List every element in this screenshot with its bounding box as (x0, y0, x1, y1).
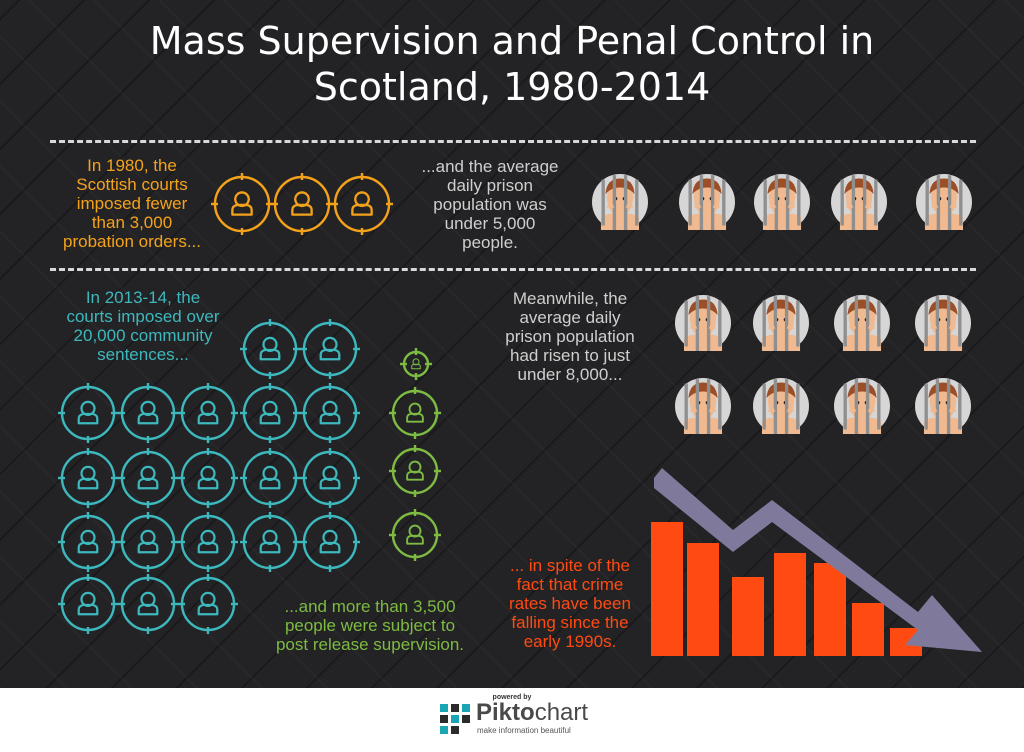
text-line: falling since the (511, 613, 629, 632)
person-icon-community-sentence (58, 512, 118, 572)
text-line: prison population (505, 327, 635, 346)
prisoner-icon-1980 (677, 172, 737, 232)
text-line: rates have been (509, 594, 631, 613)
text-line: probation orders... (63, 232, 201, 251)
prisoner-icon-1980 (590, 172, 650, 232)
person-icon-community-sentence (178, 574, 238, 634)
person-icon-post-release (389, 387, 441, 439)
text-line: In 1980, the (87, 156, 177, 175)
text-line: ...and more than 3,500 (284, 597, 456, 616)
text-line: daily prison (447, 176, 533, 195)
person-icon-community-sentence (118, 448, 178, 508)
person-icon-community-sentence (300, 383, 360, 443)
piktochart-brand[interactable]: Piktochart (476, 700, 588, 726)
brand-part-2: chart (534, 699, 589, 726)
prisoner-icon-1980 (914, 172, 974, 232)
text-line: early 1990s. (523, 632, 617, 651)
text-line: Scottish courts (76, 175, 188, 194)
text-line: had risen to just (509, 346, 630, 365)
text-1980-prison: ...and the average daily prison populati… (400, 157, 580, 252)
crime-trend-bar (852, 603, 884, 656)
person-icon-community-sentence (58, 574, 118, 634)
dashed-divider-top (50, 140, 976, 143)
text-line: imposed fewer (76, 194, 188, 213)
text-line: people were subject to (284, 616, 456, 635)
icon-layer (58, 172, 982, 656)
prisoner-icon-2013 (913, 293, 973, 353)
person-icon-community-sentence (58, 448, 118, 508)
person-icon-community-sentence (300, 319, 360, 379)
brand-tagline: make information beautiful (477, 726, 571, 735)
person-icon-community-sentence (240, 383, 300, 443)
person-icon-1980 (331, 173, 393, 235)
person-icon-community-sentence (240, 512, 300, 572)
prisoner-icon-2013 (832, 293, 892, 353)
dashed-divider-middle (50, 268, 976, 271)
person-icon-community-sentence (178, 512, 238, 572)
crime-trend-bar (687, 543, 719, 656)
person-icon-community-sentence (58, 383, 118, 443)
prisoner-icon-2013 (751, 293, 811, 353)
text-line: post release supervision. (275, 635, 465, 654)
crime-trend-bar (651, 522, 683, 656)
prisoner-icon-1980 (829, 172, 889, 232)
text-line: courts imposed over (66, 307, 220, 326)
text-line: under 8,000... (517, 365, 623, 384)
infographic: Mass Supervision and Penal Control in Sc… (0, 0, 1024, 688)
page-title: Mass Supervision and Penal Control in Sc… (0, 18, 1024, 110)
person-icon-community-sentence (240, 448, 300, 508)
text-line: 20,000 community (73, 326, 213, 345)
person-icon-community-sentence (118, 512, 178, 572)
text-crime-falling: ... in spite of the fact that crime rate… (490, 556, 650, 651)
falling-trend-arrow-icon (654, 468, 982, 652)
crime-trend-bar (774, 553, 806, 656)
person-icon-community-sentence (178, 383, 238, 443)
text-line: ...and the average (421, 157, 559, 176)
text-line: ... in spite of the (509, 556, 630, 575)
text-line: sentences... (97, 345, 189, 364)
text-line: Meanwhile, the (512, 289, 628, 308)
prisoner-icon-2013 (832, 376, 892, 436)
text-post-release: ...and more than 3,500 people were subje… (260, 597, 480, 654)
text-2013-community: In 2013-14, the courts imposed over 20,0… (48, 288, 238, 364)
text-1980-probation: In 1980, the Scottish courts imposed few… (52, 156, 212, 251)
person-icon-community-sentence (300, 512, 360, 572)
title-line-2: Scotland, 1980-2014 (313, 65, 711, 109)
prisoner-icon-2013 (673, 376, 733, 436)
title-line-1: Mass Supervision and Penal Control in (149, 19, 875, 63)
person-icon-community-sentence (118, 574, 178, 634)
powered-by-label: powered by (492, 694, 532, 701)
text-line: fact that crime (516, 575, 624, 594)
text-line: population was (433, 195, 547, 214)
person-icon-community-sentence (118, 383, 178, 443)
person-icon-community-sentence (178, 448, 238, 508)
prisoner-icon-2013 (673, 293, 733, 353)
person-icon-community-sentence (240, 319, 300, 379)
person-icon-post-release-small (400, 348, 432, 380)
text-line: than 3,000 (91, 213, 173, 232)
person-icon-community-sentence (300, 448, 360, 508)
prisoner-icon-2013 (751, 376, 811, 436)
piktochart-logo-icon (440, 704, 470, 734)
text-line: under 5,000 (444, 214, 536, 233)
crime-trend-bar (732, 577, 764, 656)
text-line: In 2013-14, the (85, 288, 201, 307)
person-icon-post-release (389, 445, 441, 497)
text-line: people. (462, 233, 518, 252)
text-2013-prison: Meanwhile, the average daily prison popu… (480, 289, 660, 384)
brand-part-1: Pikto (476, 699, 535, 726)
footer: powered by Piktochart make information b… (0, 688, 1024, 752)
person-icon-1980 (211, 173, 273, 235)
prisoner-icon-1980 (752, 172, 812, 232)
person-icon-post-release (389, 509, 441, 561)
prisoner-icon-2013 (913, 376, 973, 436)
text-line: average daily (519, 308, 621, 327)
person-icon-1980 (271, 173, 333, 235)
crime-trend-bar (814, 563, 846, 656)
